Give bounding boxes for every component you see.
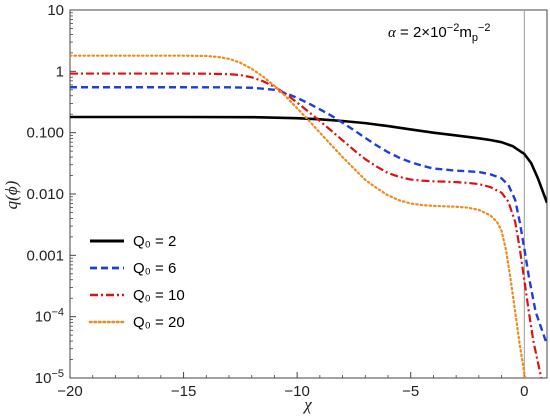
series-line-4 (70, 54, 527, 378)
x-ticks: −20 −15 −10 −5 0 (57, 372, 548, 400)
x-tick-label: −10 (284, 383, 309, 400)
legend-label-1: Q₀ = 2 (133, 233, 176, 250)
series-line-3 (70, 72, 543, 378)
legend-label-4: Q₀ = 20 (133, 314, 185, 331)
legend: Q₀ = 2 Q₀ = 6 Q₀ = 10 Q₀ = 20 (88, 233, 185, 331)
y-tick-label: 0.100 (26, 125, 64, 142)
y-tick-label: 0.001 (26, 247, 64, 264)
y-tick-label: 1 (56, 63, 64, 80)
parameter-annotation: α = 2×10−2mp−2 (388, 22, 490, 44)
x-tick-label: −15 (171, 383, 196, 400)
x-tick-label: 0 (520, 383, 528, 400)
y-tick-label: 10−5 (35, 368, 64, 387)
series-line-2 (70, 86, 547, 346)
x-axis-label: χ (302, 395, 312, 414)
series-line-1 (70, 115, 547, 204)
x-tick-label: −5 (402, 383, 419, 400)
y-tick-label: 10−4 (35, 307, 64, 326)
y-axis-label: q(ϕ) (2, 180, 21, 209)
legend-label-3: Q₀ = 10 (133, 287, 185, 304)
series-lines (70, 54, 547, 378)
x-tick-label: −20 (57, 383, 82, 400)
y-tick-label: 10 (47, 2, 64, 19)
y-tick-label: 0.010 (26, 186, 64, 203)
y-ticks: 10−5 10−4 0.001 0.010 0.100 1 10 (26, 2, 76, 387)
legend-label-2: Q₀ = 6 (133, 260, 176, 277)
